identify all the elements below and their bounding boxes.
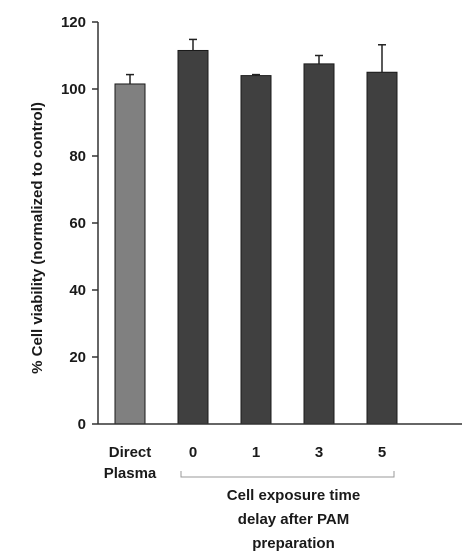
y-tick-label: 60 [69,215,86,232]
y-tick-label: 80 [69,148,86,165]
y-tick-label: 40 [69,282,86,299]
y-tick-label: 0 [78,416,86,433]
y-tick-label: 100 [61,81,86,98]
bar [366,71,398,425]
bar [177,49,209,425]
bracket-line [180,471,395,478]
bar [303,63,335,425]
group-label-line: Cell exposure time [227,487,360,504]
y-tick-label: 120 [61,14,86,31]
x-tick-label: 1 [252,444,260,461]
y-tick-label: 20 [69,349,86,366]
y-axis-title-group: % Cell viability (normalized to control) [29,102,46,374]
x-tick-label: 5 [378,444,386,461]
x-tick-label: 0 [189,444,197,461]
y-axis: 0 20 40 60 80 100 120 [61,14,99,433]
x-axis: Direct Plasma 0 1 3 5 [98,423,462,482]
bar [240,75,272,425]
bar [114,83,146,425]
x-tick-label: Direct [109,444,152,461]
y-axis-title: % Cell viability (normalized to control) [29,102,46,374]
group-label-line: delay after PAM [238,511,349,528]
group-bracket [180,471,395,478]
x-tick-label: 3 [315,444,323,461]
x-tick-label: Plasma [104,465,157,482]
group-label: Cell exposure time delay after PAM prepara… [227,487,360,552]
bars [114,38,398,425]
group-label-line: preparation [252,535,335,552]
